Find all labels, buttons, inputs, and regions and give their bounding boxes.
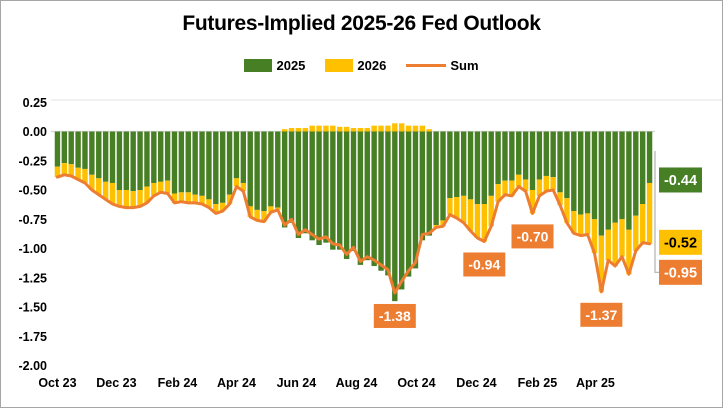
end-label-box-2026 [659, 229, 702, 255]
x-tick-label: Aug 24 [336, 376, 378, 390]
legend-label-sum: Sum [450, 58, 479, 73]
annotation-box [580, 302, 623, 327]
legend-label-2025: 2025 [276, 58, 306, 73]
legend-label-2026: 2026 [357, 58, 387, 73]
chart-title: Futures-Implied 2025-26 Fed Outlook [182, 12, 541, 35]
yellow-swatch-icon [325, 59, 354, 72]
bars-2026 [54, 123, 653, 292]
end-label-sum: -0.95 [664, 265, 697, 281]
green-swatch-icon [244, 59, 273, 72]
y-tick-label: -0.50 [19, 184, 48, 198]
x-tick-label: Dec 23 [96, 376, 136, 390]
x-tick-label: Feb 25 [518, 376, 558, 390]
x-tick-label: Jun 24 [277, 376, 317, 390]
annotation-box [373, 303, 416, 328]
annotation-label: -1.38 [379, 308, 411, 324]
x-tick-label: Oct 23 [38, 376, 76, 390]
legend-item-2025: 2025 [244, 58, 305, 73]
x-axis-labels: Oct 23 Dec 23 Feb 24 Apr 24 Jun 24 Aug 24 Oct … [38, 376, 615, 390]
legend-item-2026: 2026 [325, 58, 386, 73]
x-tick-label: Oct 24 [397, 376, 435, 390]
y-tick-label: -2.00 [19, 359, 48, 373]
y-tick-label: -1.25 [19, 271, 48, 285]
bars-2025 [54, 131, 653, 302]
sum-line [55, 173, 652, 295]
annotation-box [463, 252, 506, 277]
x-tick-label: Feb 24 [158, 376, 198, 390]
annotation-label: -0.94 [468, 256, 500, 272]
legend: 2025 2026 Sum [1, 58, 722, 73]
end-label-box-2025 [659, 167, 702, 193]
y-tick-label: -1.75 [19, 330, 48, 344]
y-tick-label: 0.00 [23, 125, 47, 139]
leader-line [654, 151, 659, 273]
x-tick-label: Apr 24 [217, 376, 256, 390]
legend-item-sum: Sum [406, 58, 479, 73]
annotation-label: -0.70 [517, 228, 549, 244]
y-tick-label: -0.25 [19, 154, 48, 168]
orange-line-swatch-icon [406, 64, 447, 67]
y-tick-label: 0.25 [23, 96, 47, 110]
y-tick-label: -0.75 [19, 213, 48, 227]
end-value-labels: -0.44 -0.52 -0.95 [654, 151, 702, 285]
annotation-box [511, 224, 554, 249]
x-tick-label: Apr 25 [576, 376, 615, 390]
y-tick-label: -1.50 [19, 301, 48, 315]
annotation-callouts: -1.38 -0.94 -0.70 -1.37 [373, 224, 623, 328]
y-axis-labels: 0.25 0.00 -0.25 -0.50 -0.75 -1.00 -1.25 -1.50 -1… [19, 96, 48, 373]
end-label-2026: -0.52 [664, 235, 697, 251]
end-label-2025: -0.44 [664, 173, 697, 189]
annotation-label: -1.37 [585, 307, 617, 323]
y-tick-label: -1.00 [19, 242, 48, 256]
x-tick-label: Dec 24 [456, 376, 496, 390]
end-label-box-sum [659, 259, 702, 285]
